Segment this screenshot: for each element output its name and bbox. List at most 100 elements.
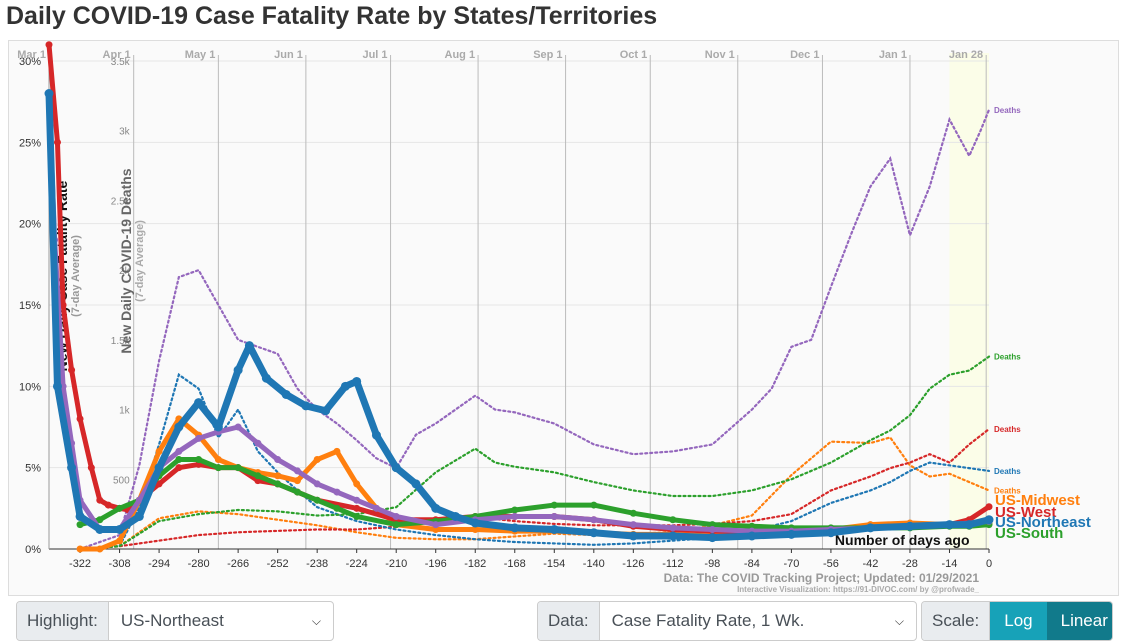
cfr-point — [213, 422, 223, 432]
cfr-point — [293, 488, 301, 496]
highlight-select-value[interactable]: US-Northeast ⌵ — [109, 602, 333, 640]
cfr-point — [234, 464, 242, 472]
cfr-point — [254, 439, 262, 447]
x-tick-label: -98 — [704, 558, 720, 570]
x-tick-label: -196 — [425, 558, 447, 570]
y-tick-label-deaths: 3k — [119, 127, 131, 138]
scale-label: Scale: — [922, 602, 991, 640]
x-tick-label: -252 — [267, 558, 289, 570]
source-note: Data: The COVID Tracking Project; Update… — [664, 571, 980, 585]
month-marker-label: Jul 1 — [362, 49, 387, 61]
cfr-point — [96, 545, 104, 553]
cfr-point — [747, 531, 757, 541]
cfr-point — [76, 545, 84, 553]
cfr-point — [134, 511, 144, 521]
y-tick-label-deaths: 500 — [113, 475, 130, 486]
y-tick-label-cfr: 15% — [19, 300, 41, 312]
x-tick-label: -140 — [583, 558, 605, 570]
x-tick-label: -42 — [862, 558, 878, 570]
cfr-point — [340, 381, 350, 391]
cfr-point — [76, 415, 84, 423]
cfr-point — [174, 422, 184, 432]
cfr-point — [195, 434, 203, 442]
x-tick-label: -266 — [227, 558, 249, 570]
cfr-point — [707, 533, 717, 543]
page-title: Daily COVID-19 Case Fatality Rate by Sta… — [6, 2, 658, 30]
x-tick-label: -322 — [69, 558, 91, 570]
cfr-line-us-northeast — [45, 90, 993, 542]
cfr-point — [629, 521, 637, 529]
cfr-point — [116, 537, 124, 545]
cfr-point — [549, 524, 559, 534]
y-tick-label-deaths: 2k — [119, 266, 131, 277]
deaths-end-label: Deaths — [994, 353, 1021, 362]
cfr-point — [135, 496, 143, 504]
cfr-point — [511, 506, 519, 514]
cfr-point — [116, 504, 124, 512]
cfr-point — [964, 520, 974, 530]
cfr-point — [589, 528, 599, 538]
cfr-point — [274, 480, 282, 488]
x-tick-label: -56 — [823, 558, 839, 570]
cfr-point — [431, 503, 441, 513]
cfr-point — [313, 456, 321, 464]
cfr-point — [668, 531, 678, 541]
y-tick-label-cfr: 25% — [19, 137, 41, 149]
cfr-point — [432, 521, 440, 529]
y-axis-sublabel-deaths: (7-day Average) — [134, 220, 146, 302]
cfr-point — [708, 525, 716, 533]
cfr-point — [87, 464, 95, 472]
cfr-point — [411, 479, 421, 489]
cfr-point — [281, 389, 291, 399]
chart-svg: 0% 5% 10% 15% 20% 25% 30% 500 1k 1.5k 2k 2.5k 3k 3.5k… — [17, 41, 1091, 594]
scale-toggle: Scale: Log Linear — [921, 601, 1113, 641]
x-tick-label: -70 — [783, 558, 799, 570]
data-value: Case Fatality Rate, 1 Wk. — [611, 611, 805, 630]
cfr-point — [392, 512, 400, 520]
deaths-end-label: Deaths — [994, 106, 1021, 115]
y-tick-label-deaths: 2.5k — [111, 196, 131, 207]
x-tick-label: -308 — [109, 558, 131, 570]
cfr-point — [53, 138, 61, 146]
series-end-label: US-Midwest — [995, 492, 1080, 509]
scale-linear-button[interactable]: Linear — [1046, 602, 1112, 640]
credit-note: Interactive Visualization: https://91-DI… — [737, 585, 979, 594]
month-marker-label: Jan 28 — [949, 49, 983, 61]
cfr-point — [175, 456, 183, 464]
cfr-point — [52, 381, 62, 391]
month-marker-label: Apr 1 — [103, 49, 131, 61]
cfr-point — [905, 521, 915, 531]
month-marker-label: Sep 1 — [533, 49, 562, 61]
cfr-point — [708, 521, 716, 529]
y-tick-label-cfr: 20% — [19, 219, 41, 231]
cfr-point — [254, 472, 262, 480]
cfr-point — [353, 480, 361, 488]
series-end-label: US-West — [995, 504, 1056, 521]
cfr-point — [372, 504, 380, 512]
cfr-point — [155, 447, 163, 455]
cfr-point — [234, 423, 242, 431]
cfr-point — [261, 373, 271, 383]
cfr-point — [450, 511, 460, 521]
x-tick-label: -294 — [148, 558, 170, 570]
deaths-end-label: Deaths — [994, 486, 1021, 495]
data-select-value[interactable]: Case Fatality Rate, 1 Wk. ⌵ — [600, 602, 916, 640]
cfr-point — [68, 366, 76, 374]
cfr-point — [96, 516, 104, 524]
cfr-point — [75, 511, 85, 521]
cfr-point — [313, 480, 321, 488]
chevron-down-icon: ⌵ — [311, 613, 321, 628]
scale-log-button[interactable]: Log — [990, 602, 1047, 640]
x-tick-label: -238 — [306, 558, 328, 570]
highlight-select[interactable]: Highlight: US-Northeast ⌵ — [16, 601, 334, 641]
cfr-point — [353, 504, 361, 512]
cfr-point — [233, 365, 243, 375]
cfr-point — [115, 524, 125, 534]
cfr-point — [669, 524, 677, 532]
controls-bar: Highlight: US-Northeast ⌵ Data: Case Fat… — [0, 598, 1122, 642]
cfr-point — [301, 401, 311, 411]
y-axis-label-deaths: New Daily COVID-19 Deaths — [118, 168, 134, 353]
cfr-point — [391, 463, 401, 473]
data-select[interactable]: Data: Case Fatality Rate, 1 Wk. ⌵ — [537, 601, 917, 641]
deaths-line-us — [78, 108, 991, 551]
